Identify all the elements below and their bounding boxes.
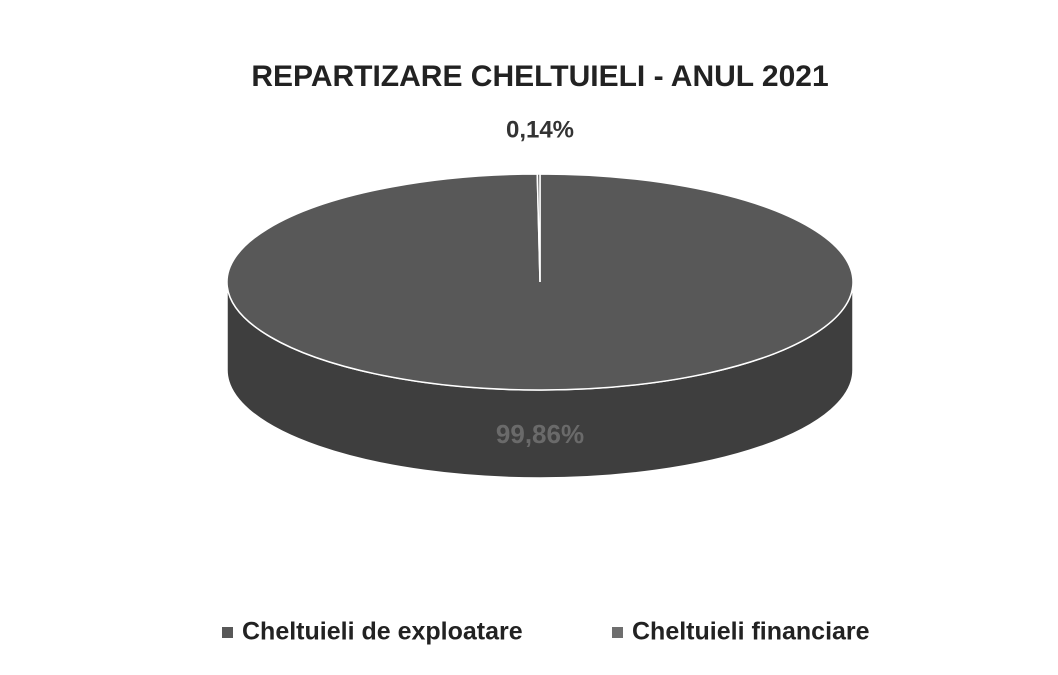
data-label: 0,14% — [506, 116, 574, 143]
chart-title: REPARTIZARE CHELTUIELI - ANUL 2021 — [251, 60, 828, 93]
pie-slice — [536, 173, 541, 283]
legend-label: Cheltuieli de exploatare — [242, 618, 523, 646]
legend-label: Cheltuieli financiare — [632, 618, 870, 646]
legend-swatch — [612, 627, 623, 638]
data-label: 99,86% — [496, 419, 584, 449]
legend-swatch — [222, 627, 233, 638]
